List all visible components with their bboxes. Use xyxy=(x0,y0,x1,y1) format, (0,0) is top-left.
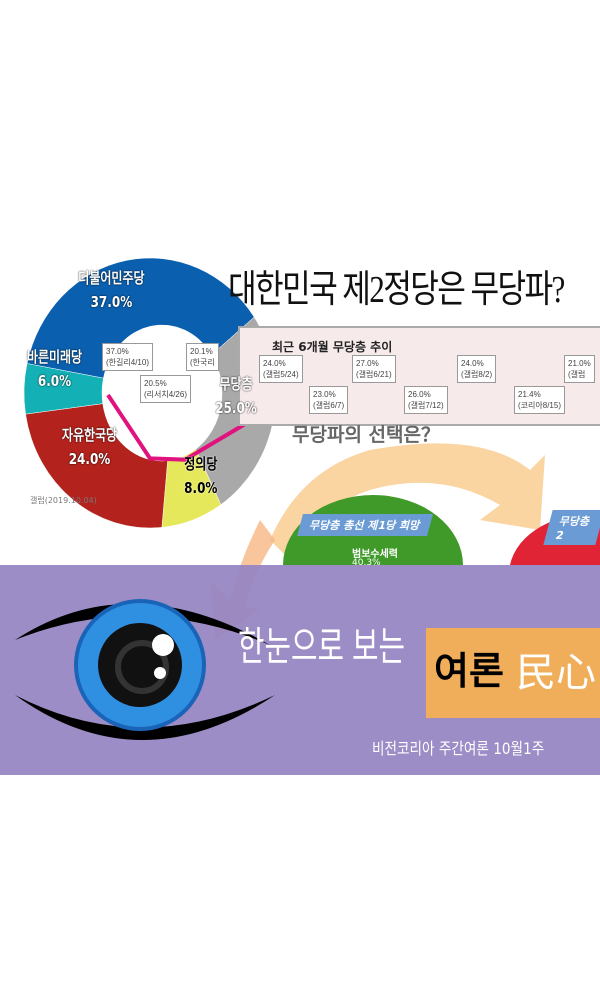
subhead-1: 무당층 총선 제1당 희망 xyxy=(297,514,434,536)
subhead-2: 무당층 2 xyxy=(543,510,600,545)
banner-tag-box xyxy=(426,628,600,718)
banner-byline: 비전코리아 주간여론 10월1주 xyxy=(372,739,545,758)
banner-tag-minsim: 民心 xyxy=(516,650,596,696)
donut-slice xyxy=(26,257,255,379)
label-minjoo: 더불어민주당 37.0% xyxy=(78,269,145,311)
trend-point-label: 24.0% (갤럽8/2) xyxy=(457,355,497,383)
trend-point-label: 24.0% (갤럽5/24) xyxy=(259,355,303,383)
label-nonpartisan: 무당층 25.0% xyxy=(215,375,257,417)
trend-point-label: 21.0% (갤럽 xyxy=(564,355,595,383)
trend-point-label: 20.1% (한국리 xyxy=(186,343,219,371)
trend-point-label: 20.5% (리서치4/26) xyxy=(140,375,191,403)
trend-title: 최근 6개월 무당층 추이 xyxy=(272,340,393,354)
trend-point-label: 37.0% (한길리4/10) xyxy=(102,343,153,371)
banner-headline: 한눈으로 보는 xyxy=(238,625,405,669)
trend-point-label: 26.0% (갤럽7/12) xyxy=(404,386,448,414)
donut-chart xyxy=(23,257,277,529)
label-bareun: 바른미래당 6.0% xyxy=(26,348,83,390)
eye-icon xyxy=(15,599,275,740)
donut-slice xyxy=(23,363,104,415)
label-justice: 정의당 8.0% xyxy=(184,455,218,497)
donut-source: 갤럽(2019.10.04) xyxy=(30,496,97,505)
page-title: 대한민국 제2정당은 무당파? xyxy=(228,269,565,311)
subpie-label: 범보수세력 xyxy=(352,549,398,560)
arrow-graphic xyxy=(270,443,545,560)
label-korea: 자유한국당 24.0% xyxy=(61,426,118,468)
donut-slice xyxy=(25,403,168,529)
trend-point-label: 27.0% (갤럽6/21) xyxy=(352,355,396,383)
subpie-value: 40.3% xyxy=(352,558,381,568)
banner-tag-yeoron: 여론 xyxy=(434,649,504,693)
question-heading: 무당파의 선택은？ xyxy=(292,424,440,446)
trend-point-label: 21.4% (코리아8/15) xyxy=(514,386,565,414)
trend-point-label: 23.0% (갤럽6/7) xyxy=(309,386,349,414)
